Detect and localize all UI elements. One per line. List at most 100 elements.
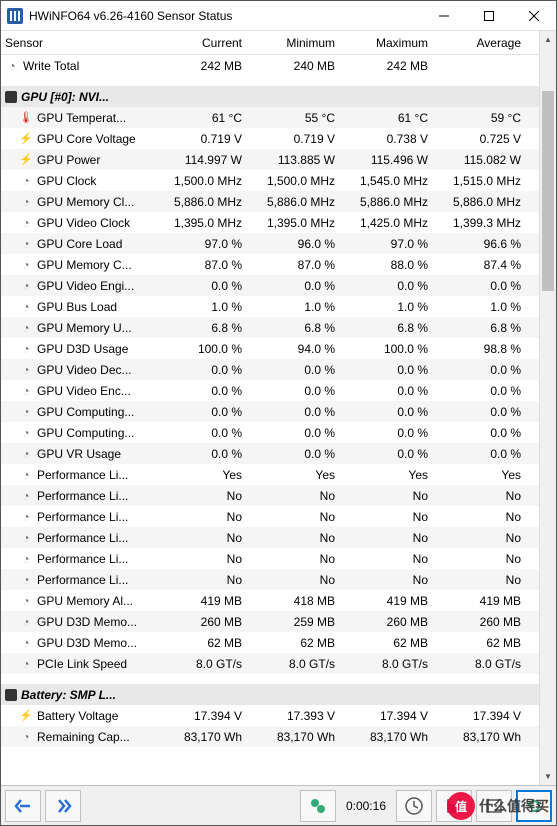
value-cur: 61 °C bbox=[157, 111, 250, 125]
value-avg: No bbox=[436, 573, 529, 587]
table-row[interactable]: GPU Power114.997 W113.885 W115.496 W115.… bbox=[1, 149, 539, 170]
clock-button[interactable] bbox=[396, 790, 432, 822]
table-row[interactable]: GPU VR Usage0.0 %0.0 %0.0 %0.0 % bbox=[1, 443, 539, 464]
group-row[interactable]: GPU [#0]: NVI... bbox=[1, 86, 539, 107]
collapse-button[interactable] bbox=[5, 790, 41, 822]
table-row[interactable]: GPU Memory Cl...5,886.0 MHz5,886.0 MHz5,… bbox=[1, 191, 539, 212]
value-min: 87.0 % bbox=[250, 258, 343, 272]
value-min: Yes bbox=[250, 468, 343, 482]
settings-button[interactable] bbox=[476, 790, 512, 822]
sensor-label: GPU Memory Al... bbox=[1, 594, 157, 608]
value-cur: 419 MB bbox=[157, 594, 250, 608]
clock-icon bbox=[19, 342, 33, 356]
value-min: 0.0 % bbox=[250, 405, 343, 419]
value-max: 6.8 % bbox=[343, 321, 436, 335]
value-min: 6.8 % bbox=[250, 321, 343, 335]
value-min: 0.0 % bbox=[250, 363, 343, 377]
value-min: 1,395.0 MHz bbox=[250, 216, 343, 230]
table-row[interactable]: GPU Clock1,500.0 MHz1,500.0 MHz1,545.0 M… bbox=[1, 170, 539, 191]
value-cur: 97.0 % bbox=[157, 237, 250, 251]
close-button[interactable] bbox=[511, 1, 556, 30]
table-row[interactable]: GPU Memory C...87.0 %87.0 %88.0 %87.4 % bbox=[1, 254, 539, 275]
scroll-up-icon[interactable]: ▲ bbox=[540, 31, 556, 48]
vertical-scrollbar[interactable]: ▲ ▼ bbox=[539, 31, 556, 785]
value-min: No bbox=[250, 573, 343, 587]
sensor-label: GPU Computing... bbox=[1, 405, 157, 419]
scroll-thumb[interactable] bbox=[542, 91, 554, 291]
sensor-label: GPU D3D Memo... bbox=[1, 615, 157, 629]
value-min: 0.0 % bbox=[250, 426, 343, 440]
sensor-label: GPU Memory C... bbox=[1, 258, 157, 272]
col-current[interactable]: Current bbox=[157, 36, 250, 50]
table-row[interactable]: PCIe Link Speed8.0 GT/s8.0 GT/s8.0 GT/s8… bbox=[1, 653, 539, 674]
value-avg: Yes bbox=[436, 468, 529, 482]
sensor-label: GPU Bus Load bbox=[1, 300, 157, 314]
value-min: No bbox=[250, 489, 343, 503]
table-row[interactable]: Performance Li...NoNoNoNo bbox=[1, 485, 539, 506]
sensor-label: GPU Core Load bbox=[1, 237, 157, 251]
table-row[interactable]: GPU Core Voltage0.719 V0.719 V0.738 V0.7… bbox=[1, 128, 539, 149]
value-avg: 115.082 W bbox=[436, 153, 529, 167]
table-row[interactable]: GPU D3D Usage100.0 %94.0 %100.0 %98.8 % bbox=[1, 338, 539, 359]
value-max: 0.0 % bbox=[343, 279, 436, 293]
expand-button[interactable] bbox=[45, 790, 81, 822]
table-row[interactable]: Battery Voltage17.394 V17.393 V17.394 V1… bbox=[1, 705, 539, 726]
value-avg: 5,886.0 MHz bbox=[436, 195, 529, 209]
table-row[interactable]: GPU Core Load97.0 %96.0 %97.0 %96.6 % bbox=[1, 233, 539, 254]
table-row[interactable]: GPU Video Dec...0.0 %0.0 %0.0 %0.0 % bbox=[1, 359, 539, 380]
group-row[interactable]: Battery: SMP L... bbox=[1, 684, 539, 705]
table-row[interactable]: GPU Memory Al...419 MB418 MB419 MB419 MB bbox=[1, 590, 539, 611]
table-row[interactable]: Performance Li...NoNoNoNo bbox=[1, 569, 539, 590]
value-min: 62 MB bbox=[250, 636, 343, 650]
table-row[interactable]: Performance Li...YesYesYesYes bbox=[1, 464, 539, 485]
value-max: 242 MB bbox=[343, 59, 436, 73]
temp-icon bbox=[19, 111, 33, 125]
clock-icon bbox=[19, 279, 33, 293]
value-cur: 1.0 % bbox=[157, 300, 250, 314]
sensor-label: GPU Core Voltage bbox=[1, 132, 157, 146]
value-max: No bbox=[343, 531, 436, 545]
reset-button[interactable] bbox=[516, 790, 552, 822]
table-row[interactable]: Remaining Cap...83,170 Wh83,170 Wh83,170… bbox=[1, 726, 539, 747]
table-row[interactable]: GPU Video Enc...0.0 %0.0 %0.0 %0.0 % bbox=[1, 380, 539, 401]
table-body: Write Total242 MB240 MB242 MB GPU [#0]: N… bbox=[1, 55, 539, 785]
table-row[interactable]: GPU D3D Memo...62 MB62 MB62 MB62 MB bbox=[1, 632, 539, 653]
value-avg: 0.0 % bbox=[436, 384, 529, 398]
value-min: 55 °C bbox=[250, 111, 343, 125]
table-row[interactable]: GPU Temperat...61 °C55 °C61 °C59 °C bbox=[1, 107, 539, 128]
table-row[interactable]: GPU Computing...0.0 %0.0 %0.0 %0.0 % bbox=[1, 422, 539, 443]
table-row[interactable]: GPU D3D Memo...260 MB259 MB260 MB260 MB bbox=[1, 611, 539, 632]
table-row[interactable]: GPU Bus Load1.0 %1.0 %1.0 %1.0 % bbox=[1, 296, 539, 317]
table-row[interactable]: Write Total242 MB240 MB242 MB bbox=[1, 55, 539, 76]
col-sensor[interactable]: Sensor bbox=[1, 36, 157, 50]
value-max: 62 MB bbox=[343, 636, 436, 650]
table-row[interactable]: Performance Li...NoNoNoNo bbox=[1, 548, 539, 569]
value-max: 61 °C bbox=[343, 111, 436, 125]
table-row[interactable]: Performance Li...NoNoNoNo bbox=[1, 527, 539, 548]
clock-icon bbox=[19, 489, 33, 503]
minimize-button[interactable] bbox=[421, 1, 466, 30]
col-minimum[interactable]: Minimum bbox=[250, 36, 343, 50]
col-average[interactable]: Average bbox=[436, 36, 529, 50]
sensor-label: GPU Video Enc... bbox=[1, 384, 157, 398]
sensor-label: GPU Video Engi... bbox=[1, 279, 157, 293]
value-avg: 1,399.3 MHz bbox=[436, 216, 529, 230]
table-row[interactable]: GPU Video Engi...0.0 %0.0 %0.0 %0.0 % bbox=[1, 275, 539, 296]
table-row[interactable]: GPU Memory U...6.8 %6.8 %6.8 %6.8 % bbox=[1, 317, 539, 338]
table-row[interactable]: GPU Video Clock1,395.0 MHz1,395.0 MHz1,4… bbox=[1, 212, 539, 233]
value-avg: 260 MB bbox=[436, 615, 529, 629]
value-max: No bbox=[343, 573, 436, 587]
logging-button[interactable] bbox=[300, 790, 336, 822]
col-maximum[interactable]: Maximum bbox=[343, 36, 436, 50]
value-max: Yes bbox=[343, 468, 436, 482]
table-row[interactable]: Performance Li...NoNoNoNo bbox=[1, 506, 539, 527]
save-button[interactable] bbox=[436, 790, 472, 822]
value-max: 260 MB bbox=[343, 615, 436, 629]
scroll-down-icon[interactable]: ▼ bbox=[540, 768, 556, 785]
sensor-label: GPU Memory Cl... bbox=[1, 195, 157, 209]
sensor-label: Performance Li... bbox=[1, 468, 157, 482]
table-row[interactable]: GPU Computing...0.0 %0.0 %0.0 %0.0 % bbox=[1, 401, 539, 422]
clock-icon bbox=[19, 237, 33, 251]
maximize-button[interactable] bbox=[466, 1, 511, 30]
clock-icon bbox=[19, 636, 33, 650]
